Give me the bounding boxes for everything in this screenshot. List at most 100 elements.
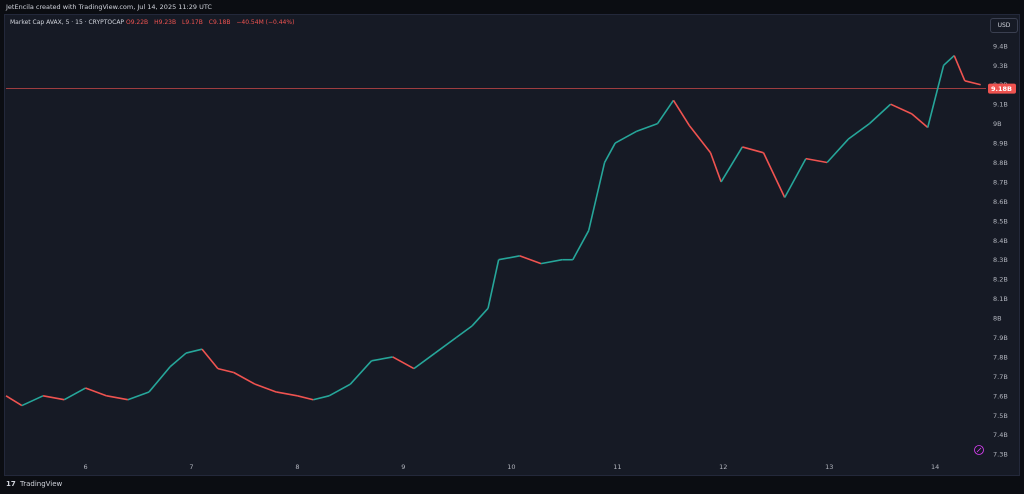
series-segment (434, 336, 457, 354)
series-segment (201, 348, 219, 370)
series-segment (455, 325, 473, 339)
series-segment (349, 360, 373, 385)
series-segment (313, 395, 330, 401)
y-tick-label: 9.4B (993, 42, 1008, 50)
y-tick-label: 8.1B (993, 295, 1008, 303)
y-tick-label: 7.7B (993, 373, 1008, 381)
symbol-legend: Market Cap AVAX, 5 · 15 · CRYPTOCAP O9.2… (10, 19, 298, 26)
x-tick-label: 12 (719, 463, 727, 471)
ohlc-high: H9.23B (154, 19, 177, 26)
series-segment (185, 348, 203, 354)
y-tick-label: 7.9B (993, 334, 1008, 342)
y-tick-label: 8B (993, 315, 1002, 323)
ohlc-low: L9.17B (182, 19, 203, 26)
y-tick-label: 8.2B (993, 276, 1008, 284)
ohlc-close: C9.18B (208, 19, 231, 26)
price-tag: 9.18B (991, 85, 1012, 93)
y-tick-label: 8.7B (993, 178, 1008, 186)
series-segment (85, 387, 107, 397)
series-segment (5, 395, 23, 407)
series-segment (572, 230, 590, 261)
series-segment (148, 366, 171, 393)
chart-credit: JetEncila created with TradingView.com, … (6, 3, 212, 11)
tradingview-logo-icon: 17 (6, 480, 16, 488)
x-tick-label: 14 (931, 463, 939, 471)
series-segment (21, 395, 44, 407)
x-tick-label: 7 (189, 463, 193, 471)
x-tick-label: 8 (295, 463, 299, 471)
series-segment (720, 146, 744, 183)
series-segment (498, 255, 520, 261)
y-tick-label: 8.6B (993, 198, 1008, 206)
series-segment (826, 138, 849, 164)
y-tick-label: 9.1B (993, 101, 1008, 109)
indicator-icon[interactable] (974, 445, 984, 455)
series-segment (868, 103, 892, 125)
series-segment (762, 152, 786, 198)
y-tick-label: 7.6B (993, 392, 1008, 400)
series-segment (127, 391, 150, 401)
series-segment (943, 54, 955, 66)
series-segment (540, 258, 563, 265)
x-tick-label: 10 (507, 463, 515, 471)
y-tick-label: 7.8B (993, 353, 1008, 361)
y-tick-label: 8.8B (993, 159, 1008, 167)
series-segment (709, 152, 722, 183)
change-value: −40.54M (−0.44%) (236, 19, 295, 26)
series-segment (688, 125, 712, 154)
series-segment (254, 383, 277, 393)
currency-button[interactable]: USD (990, 18, 1018, 33)
series-segment (614, 130, 637, 144)
y-tick-label: 8.3B (993, 256, 1008, 264)
x-tick-label: 9 (401, 463, 405, 471)
brand-footer: 17 TradingView (6, 480, 62, 488)
series-segment (413, 352, 436, 370)
price-series (5, 54, 981, 407)
series-segment (603, 142, 616, 163)
symbol-name[interactable]: Market Cap AVAX, 5 · 15 · CRYPTOCAP (10, 19, 125, 26)
series-segment (656, 99, 675, 125)
series-segment (217, 367, 234, 374)
series-segment (847, 122, 870, 140)
series-segment (42, 395, 65, 401)
series-segment (328, 383, 351, 397)
y-axis: 9.4B9.3B9.2B9.1B9B8.9B8.8B8.7B8.6B8.5B8.… (993, 42, 1008, 458)
series-segment (926, 65, 945, 128)
y-tick-label: 8.5B (993, 217, 1008, 225)
series-segment (471, 307, 489, 327)
series-segment (953, 55, 966, 82)
y-tick-label: 9B (993, 120, 1002, 128)
y-tick-label: 7.3B (993, 451, 1008, 459)
series-segment (233, 371, 256, 385)
series-segment (805, 157, 828, 164)
series-segment (742, 146, 764, 154)
y-tick-label: 7.5B (993, 412, 1008, 420)
series-segment (519, 255, 542, 265)
series-segment (636, 122, 658, 133)
ohlc-open: O9.22B (125, 19, 149, 26)
y-tick-label: 7.4B (993, 431, 1008, 439)
x-tick-label: 6 (83, 463, 87, 471)
series-segment (169, 352, 187, 368)
y-tick-label: 8.9B (993, 140, 1008, 148)
series-segment (297, 395, 314, 401)
series-segment (106, 395, 128, 401)
series-segment (276, 391, 298, 397)
series-segment (890, 103, 913, 115)
series-segment (964, 80, 981, 86)
series-segment (587, 162, 606, 231)
series-segment (784, 158, 807, 198)
brand-name: TradingView (19, 480, 63, 488)
x-tick-label: 11 (613, 463, 621, 471)
series-segment (911, 113, 929, 129)
chart-panel[interactable] (4, 14, 1020, 476)
series-segment (487, 259, 500, 309)
series-segment (371, 356, 393, 362)
series-segment (672, 99, 691, 126)
x-tick-label: 13 (825, 463, 833, 471)
x-axis: 6 7 8 9 10 11 12 13 14 (83, 463, 939, 471)
price-tag-box (988, 83, 1016, 94)
y-tick-label: 9.3B (993, 62, 1008, 70)
series-segment (392, 356, 415, 370)
